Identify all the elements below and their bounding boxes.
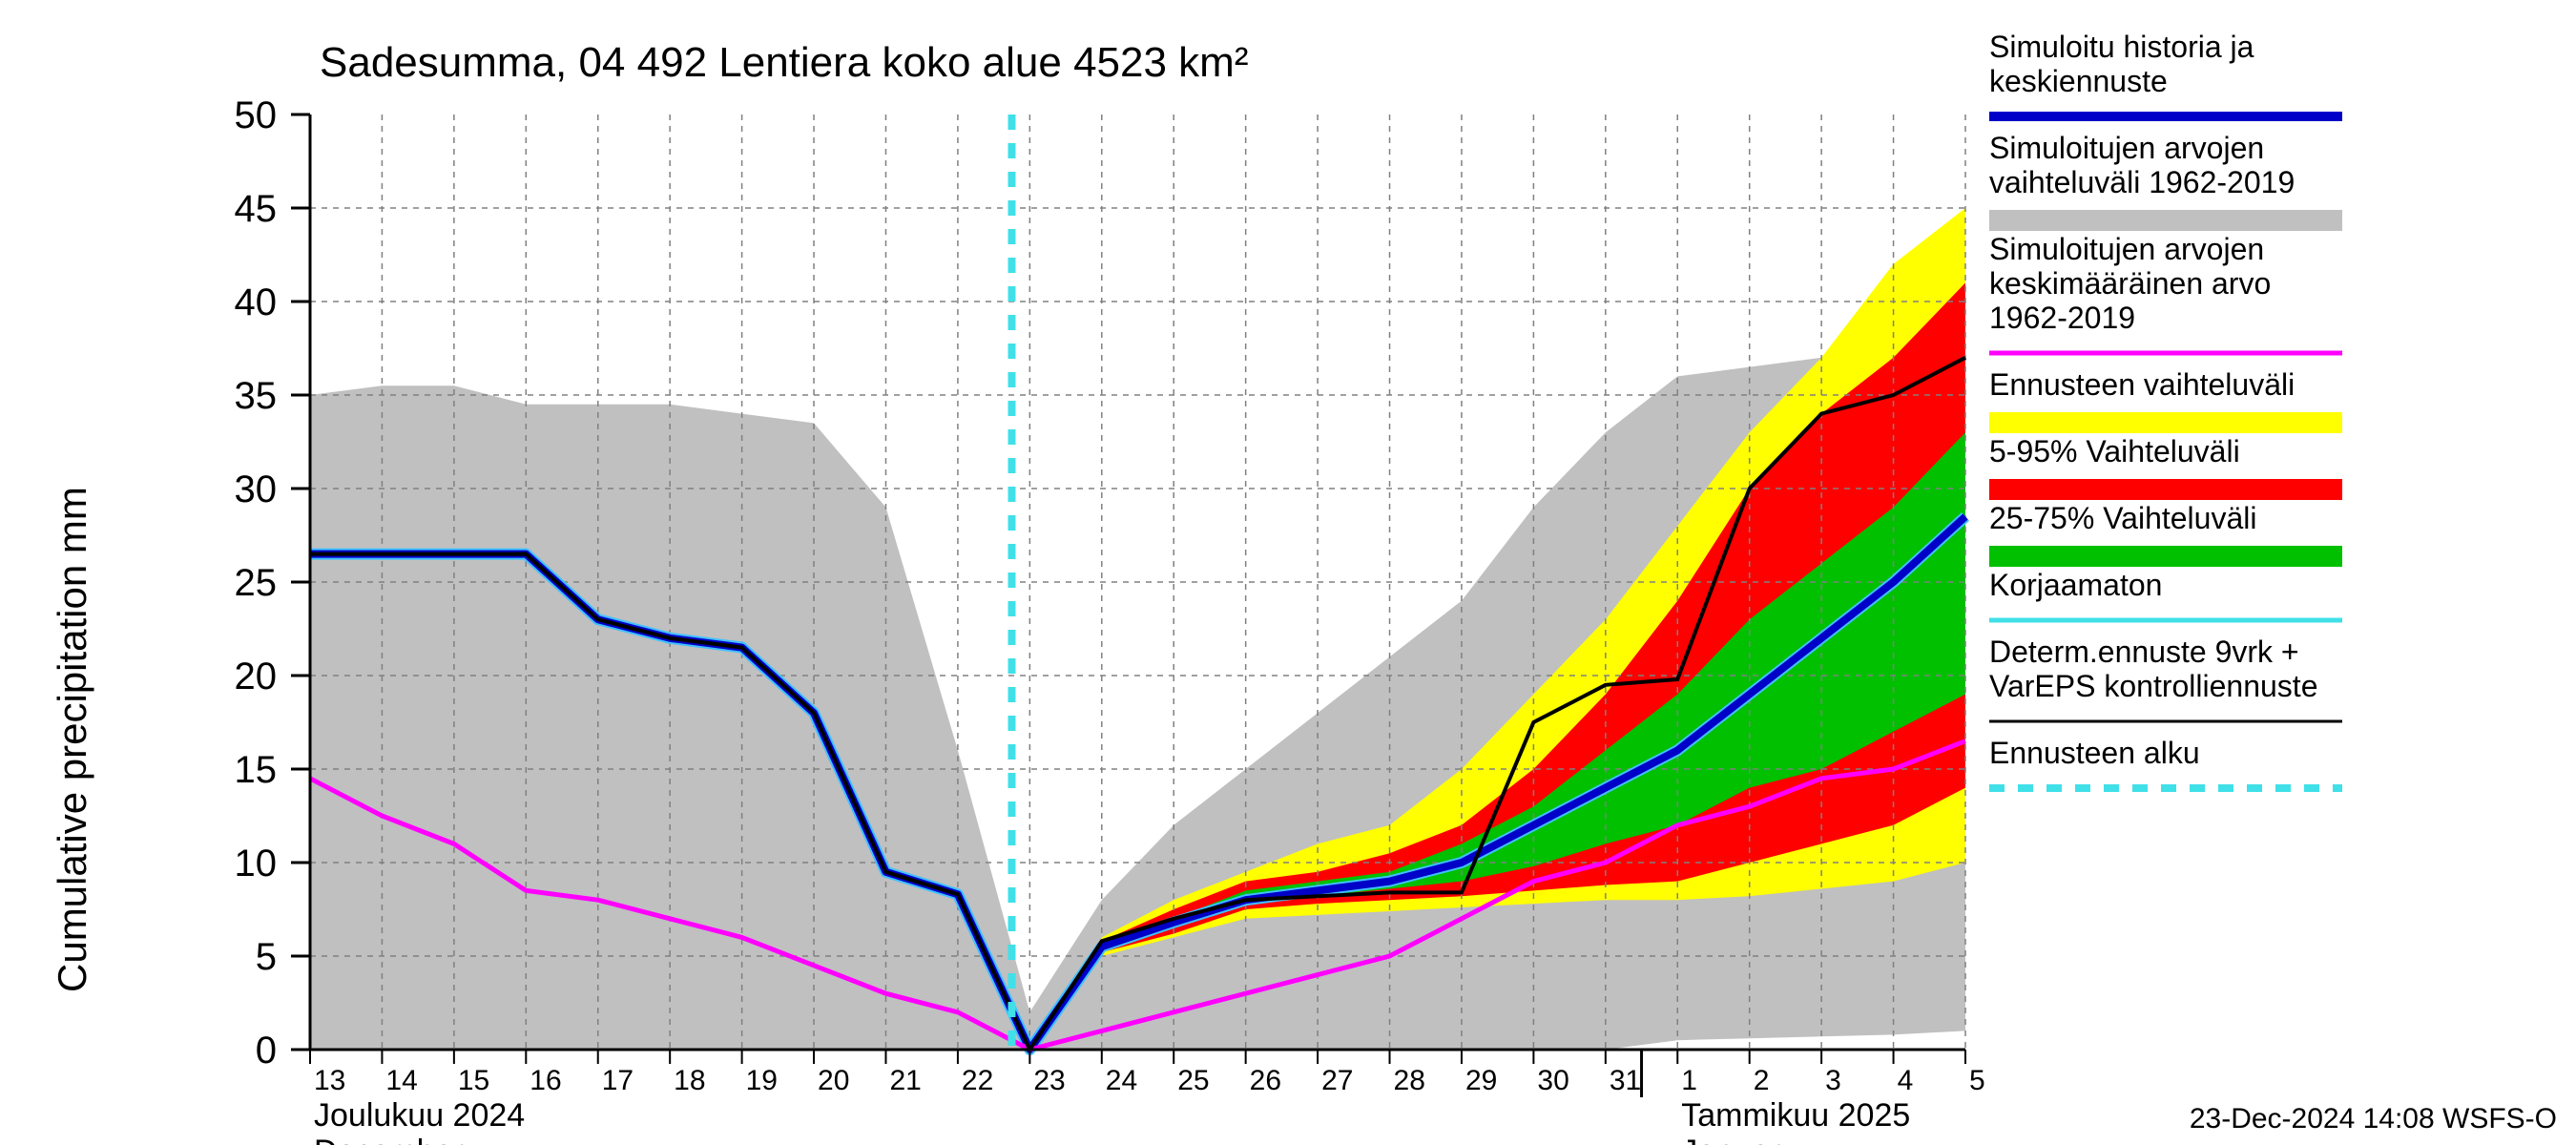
- legend-label: 1962-2019: [1989, 301, 2135, 335]
- y-tick-label: 40: [235, 281, 278, 323]
- x-tick-label: 27: [1321, 1065, 1353, 1096]
- y-tick-label: 25: [235, 562, 278, 604]
- y-tick-label: 20: [235, 656, 278, 697]
- legend-label: 5-95% Vaihteluväli: [1989, 434, 2240, 468]
- x-tick-label: 1: [1681, 1065, 1697, 1096]
- legend-swatch: [1989, 210, 2342, 231]
- x-tick-label: 17: [602, 1065, 634, 1096]
- y-tick-label: 5: [256, 936, 277, 978]
- x-tick-label: 20: [818, 1065, 849, 1096]
- x-tick-label: 15: [458, 1065, 489, 1096]
- y-tick-label: 50: [235, 94, 278, 136]
- x-tick-label: 29: [1465, 1065, 1497, 1096]
- month-label-right-1: Tammikuu 2025: [1681, 1097, 1910, 1134]
- chart-title: Sadesumma, 04 492 Lentiera koko alue 452…: [320, 39, 1248, 86]
- legend-label: Ennusteen vaihteluväli: [1989, 367, 2295, 402]
- legend-swatch: [1989, 546, 2342, 567]
- legend-label: 25-75% Vaihteluväli: [1989, 501, 2256, 535]
- y-tick-label: 10: [235, 843, 278, 885]
- legend-label: Simuloitujen arvojen: [1989, 131, 2264, 165]
- x-tick-label: 24: [1106, 1065, 1137, 1096]
- x-tick-label: 16: [530, 1065, 561, 1096]
- x-tick-label: 26: [1250, 1065, 1281, 1096]
- legend-label: Simuloitu historia ja: [1989, 30, 2254, 64]
- x-tick-label: 3: [1825, 1065, 1841, 1096]
- y-tick-label: 15: [235, 749, 278, 791]
- month-label-right-2: January: [1681, 1134, 1797, 1145]
- legend-label: Simuloitujen arvojen: [1989, 232, 2264, 266]
- legend-label: Determ.ennuste 9vrk +: [1989, 635, 2299, 669]
- x-tick-label: 2: [1754, 1065, 1770, 1096]
- x-tick-label: 18: [674, 1065, 705, 1096]
- x-tick-label: 19: [746, 1065, 778, 1096]
- x-tick-label: 22: [962, 1065, 993, 1096]
- month-label-left-2: December: [314, 1134, 464, 1145]
- legend-label: VarEPS kontrolliennuste: [1989, 669, 2317, 703]
- legend-swatch: [1989, 479, 2342, 500]
- month-label-left-1: Joulukuu 2024: [314, 1097, 525, 1134]
- legend-label: keskiennuste: [1989, 64, 2168, 98]
- legend-label: keskimääräinen arvo: [1989, 266, 2271, 301]
- x-tick-label: 31: [1610, 1065, 1641, 1096]
- timestamp: 23-Dec-2024 14:08 WSFS-O: [2190, 1103, 2557, 1135]
- x-tick-label: 14: [385, 1065, 417, 1096]
- y-tick-label: 0: [256, 1030, 277, 1072]
- legend-label: vaihteluväli 1962-2019: [1989, 165, 2295, 199]
- x-tick-label: 5: [1969, 1065, 1985, 1096]
- precip-forecast-chart: 0510152025303540455013141516171819202122…: [0, 0, 2576, 1145]
- y-tick-label: 45: [235, 188, 278, 230]
- x-tick-label: 28: [1394, 1065, 1425, 1096]
- x-tick-label: 21: [889, 1065, 921, 1096]
- x-tick-label: 23: [1033, 1065, 1065, 1096]
- x-tick-label: 4: [1898, 1065, 1914, 1096]
- y-tick-label: 35: [235, 375, 278, 417]
- y-tick-label: 30: [235, 468, 278, 510]
- x-tick-label: 30: [1537, 1065, 1568, 1096]
- x-tick-label: 13: [314, 1065, 345, 1096]
- legend-label: Ennusteen alku: [1989, 736, 2200, 770]
- x-tick-label: 25: [1177, 1065, 1209, 1096]
- legend-label: Korjaamaton: [1989, 568, 2162, 602]
- legend-swatch: [1989, 412, 2342, 433]
- y-axis-label: Cumulative precipitation mm: [50, 487, 94, 992]
